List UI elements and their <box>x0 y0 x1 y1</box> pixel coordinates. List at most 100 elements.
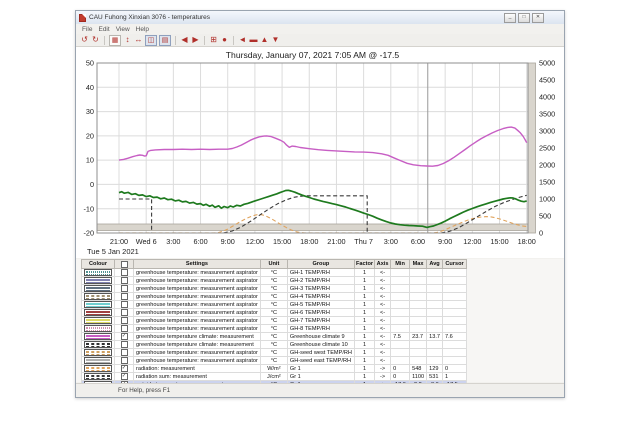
step-forward-icon[interactable]: ▶ <box>192 34 199 44</box>
zoom-select-icon[interactable]: ◫ <box>145 34 157 46</box>
table-row-greenhouse-climate-10[interactable]: greenhouse temperature climate: measurem… <box>81 340 467 349</box>
axis-cell: -> <box>374 372 392 381</box>
table-row-gh-8-temp-rh[interactable]: greenhouse temperature: measurement aspi… <box>81 324 467 333</box>
refresh-icon[interactable]: ↻ <box>92 34 99 44</box>
visibility-checkbox[interactable]: ✓ <box>120 333 128 340</box>
col-header-checkbox[interactable] <box>114 259 134 269</box>
close-button[interactable]: ✕ <box>532 12 544 23</box>
table-row-gh-5-temp-rh[interactable]: greenhouse temperature: measurement aspi… <box>81 300 467 309</box>
svg-text:5000: 5000 <box>539 59 555 68</box>
min-cell <box>390 324 411 333</box>
avg-cell <box>426 340 443 349</box>
visibility-checkbox[interactable] <box>120 293 128 300</box>
step-back-icon[interactable]: ◀ <box>181 34 188 44</box>
fit-vertical-icon[interactable]: ↕ <box>125 34 130 44</box>
max-cell <box>409 308 428 317</box>
scroll-down-icon[interactable]: ▼ <box>271 34 280 44</box>
col-header-min[interactable]: Min <box>390 259 411 269</box>
table-header-row: Colour Settings Unit Group Factor Axis Min Max A… <box>81 259 467 269</box>
menu-file[interactable]: File <box>82 25 93 33</box>
colour-swatch <box>84 277 112 284</box>
col-header-settings[interactable]: Settings <box>133 259 261 269</box>
visibility-checkbox[interactable] <box>120 317 128 324</box>
visibility-checkbox[interactable] <box>120 269 128 276</box>
visibility-checkbox[interactable]: ✓ <box>120 365 128 372</box>
cursor-cell: 1 <box>442 372 467 381</box>
svg-text:6:00: 6:00 <box>193 237 207 246</box>
max-cell <box>409 300 428 309</box>
axis-cell: <- <box>374 316 392 325</box>
col-header-unit[interactable]: Unit <box>259 259 288 269</box>
table-row-gh-1-temp-rh[interactable]: greenhouse temperature: measurement aspi… <box>81 268 467 277</box>
select-all-checkbox[interactable] <box>120 260 128 268</box>
chart-title: Thursday, January 07, 2021 7:05 AM @ -17… <box>226 50 400 60</box>
table-row-gh-4-temp-rh[interactable]: greenhouse temperature: measurement aspi… <box>81 292 467 301</box>
colour-swatch <box>84 349 112 356</box>
col-header-max[interactable]: Max <box>409 259 428 269</box>
unit-cell: °C <box>259 324 288 333</box>
title-bar[interactable]: CAU Fuhong Xinxian 3076 - temperatures _… <box>76 11 564 25</box>
table-row-gr-1[interactable]: ✓ radiation sum: measurement J/cm² Gr 1 1 -> 0… <box>81 372 467 381</box>
jump-back-icon[interactable]: ◄ <box>238 34 247 44</box>
visibility-checkbox[interactable] <box>120 301 128 308</box>
svg-text:12:00: 12:00 <box>246 237 264 246</box>
table-row-gh-6-temp-rh[interactable]: greenhouse temperature: measurement aspi… <box>81 308 467 317</box>
svg-text:10: 10 <box>86 156 94 165</box>
axis-cell: <- <box>374 348 392 357</box>
unit-cell: °C <box>259 356 288 365</box>
max-cell <box>409 340 428 349</box>
record-icon[interactable]: ● <box>222 34 227 44</box>
table-row-gh-seed-west-temp-rh[interactable]: greenhouse temperature: measurement aspi… <box>81 348 467 357</box>
toolbar-separator <box>175 35 176 45</box>
avg-cell <box>426 324 443 333</box>
table-row-gh-3-temp-rh[interactable]: greenhouse temperature: measurement aspi… <box>81 284 467 293</box>
minimize-button[interactable]: _ <box>504 12 516 23</box>
col-header-group[interactable]: Group <box>286 259 355 269</box>
menu-help[interactable]: Help <box>135 25 150 33</box>
chart-view-icon[interactable]: ▤ <box>159 34 171 46</box>
visibility-checkbox[interactable]: ✓ <box>120 373 128 380</box>
table-row-gr-1[interactable]: ✓ radiation: measurement W/m² Gr 1 1 -> 0 548 12… <box>81 364 467 373</box>
col-header-cursor[interactable]: Cursor <box>442 259 467 269</box>
group-cell: Gr 1 <box>286 364 355 373</box>
table-row-greenhouse-climate-9[interactable]: ✓ greenhouse temperature climate: measure… <box>81 332 467 341</box>
col-header-axis[interactable]: Axis <box>374 259 392 269</box>
visibility-checkbox[interactable] <box>120 277 128 284</box>
visibility-checkbox[interactable] <box>120 285 128 292</box>
visibility-checkbox[interactable] <box>120 349 128 356</box>
zoom-out-icon[interactable]: ▬ <box>249 34 258 44</box>
maximize-button[interactable]: □ <box>518 12 530 23</box>
setting-cell: greenhouse temperature: measurement aspi… <box>133 308 261 317</box>
col-header-colour[interactable]: Colour <box>81 259 115 269</box>
menu-view[interactable]: View <box>115 25 130 33</box>
col-header-avg[interactable]: Avg <box>426 259 443 269</box>
unit-cell: °C <box>259 284 288 293</box>
group-cell: GH-seed west TEMP/RH <box>286 348 355 357</box>
unit-cell: °C <box>259 308 288 317</box>
visibility-checkbox[interactable] <box>120 341 128 348</box>
colour-swatch <box>84 325 112 332</box>
table-row-gh-2-temp-rh[interactable]: greenhouse temperature: measurement aspi… <box>81 276 467 285</box>
visibility-checkbox[interactable] <box>120 357 128 364</box>
svg-text:3:00: 3:00 <box>384 237 398 246</box>
group-cell: GH-3 TEMP/RH <box>286 284 355 293</box>
table-row-gh-seed-east-temp-rh[interactable]: greenhouse temperature: measurement aspi… <box>81 356 467 365</box>
menu-edit[interactable]: Edit <box>98 25 110 33</box>
col-header-factor[interactable]: Factor <box>353 259 376 269</box>
avg-cell <box>426 292 443 301</box>
unit-cell: °C <box>259 316 288 325</box>
setting-cell: greenhouse temperature: measurement aspi… <box>133 348 261 357</box>
svg-text:15:00: 15:00 <box>490 237 508 246</box>
svg-text:3:00: 3:00 <box>166 237 180 246</box>
group-cell: GH-8 TEMP/RH <box>286 324 355 333</box>
print-icon[interactable]: ⊞ <box>210 34 217 44</box>
vertical-scrollbar <box>527 62 536 234</box>
fit-horizontal-icon[interactable]: ↔ <box>134 34 143 44</box>
table-view-icon[interactable]: ▦ <box>109 34 121 46</box>
scroll-up-icon[interactable]: ▲ <box>260 34 269 44</box>
rotate-icon[interactable]: ↺ <box>81 34 88 44</box>
table-row-gh-7-temp-rh[interactable]: greenhouse temperature: measurement aspi… <box>81 316 467 325</box>
factor-cell: 1 <box>353 276 376 285</box>
visibility-checkbox[interactable] <box>120 325 128 332</box>
visibility-checkbox[interactable] <box>120 309 128 316</box>
